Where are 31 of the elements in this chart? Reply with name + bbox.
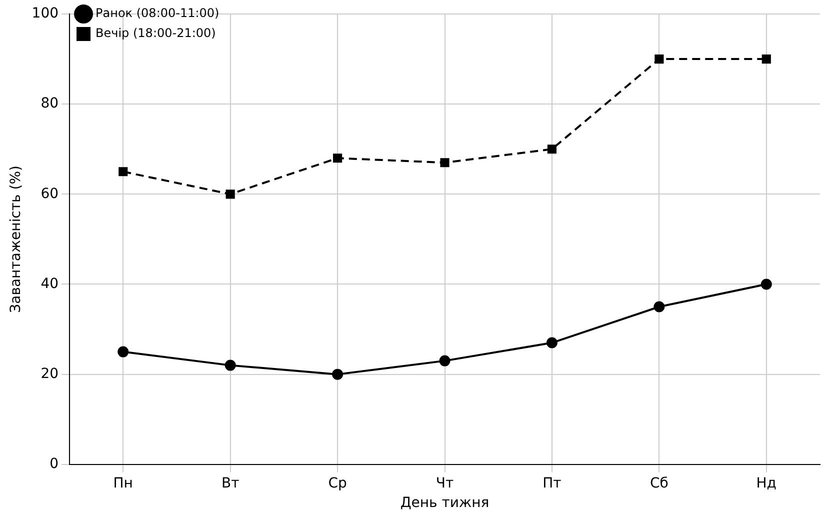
y-tick-label: 80 (40, 96, 59, 112)
x-axis-title: День тижня (400, 495, 490, 512)
x-tick-label: Чт (436, 475, 454, 492)
x-tick-label: Сб (650, 475, 668, 492)
x-tick-label: Вт (221, 475, 240, 492)
point (226, 190, 235, 199)
legend-label: Ранок (08:00-11:00) (96, 6, 220, 20)
point (546, 337, 558, 348)
y-axis-title: Завантаженість (%) (8, 166, 24, 313)
point (118, 346, 129, 358)
y-tick-label: 100 (32, 6, 59, 22)
point (439, 355, 450, 366)
point (547, 144, 557, 154)
x-tick-label: Ср (328, 475, 347, 492)
point (333, 154, 342, 163)
point (224, 360, 236, 371)
point (762, 54, 771, 64)
x-tick-label: Нд (756, 475, 777, 492)
point (118, 167, 128, 176)
legend-label: Вечір (18:00-21:00) (96, 26, 216, 40)
y-tick-label: 20 (40, 366, 59, 382)
point (654, 301, 665, 312)
point (760, 278, 772, 290)
point (440, 158, 450, 168)
y-tick-label: 0 (50, 456, 59, 472)
x-tick-label: Пт (542, 475, 562, 492)
point (332, 368, 344, 380)
x-tick-label: Пн (113, 475, 133, 492)
point (654, 54, 664, 64)
y-tick-label: 60 (40, 186, 59, 202)
y-tick-label: 40 (40, 276, 59, 292)
